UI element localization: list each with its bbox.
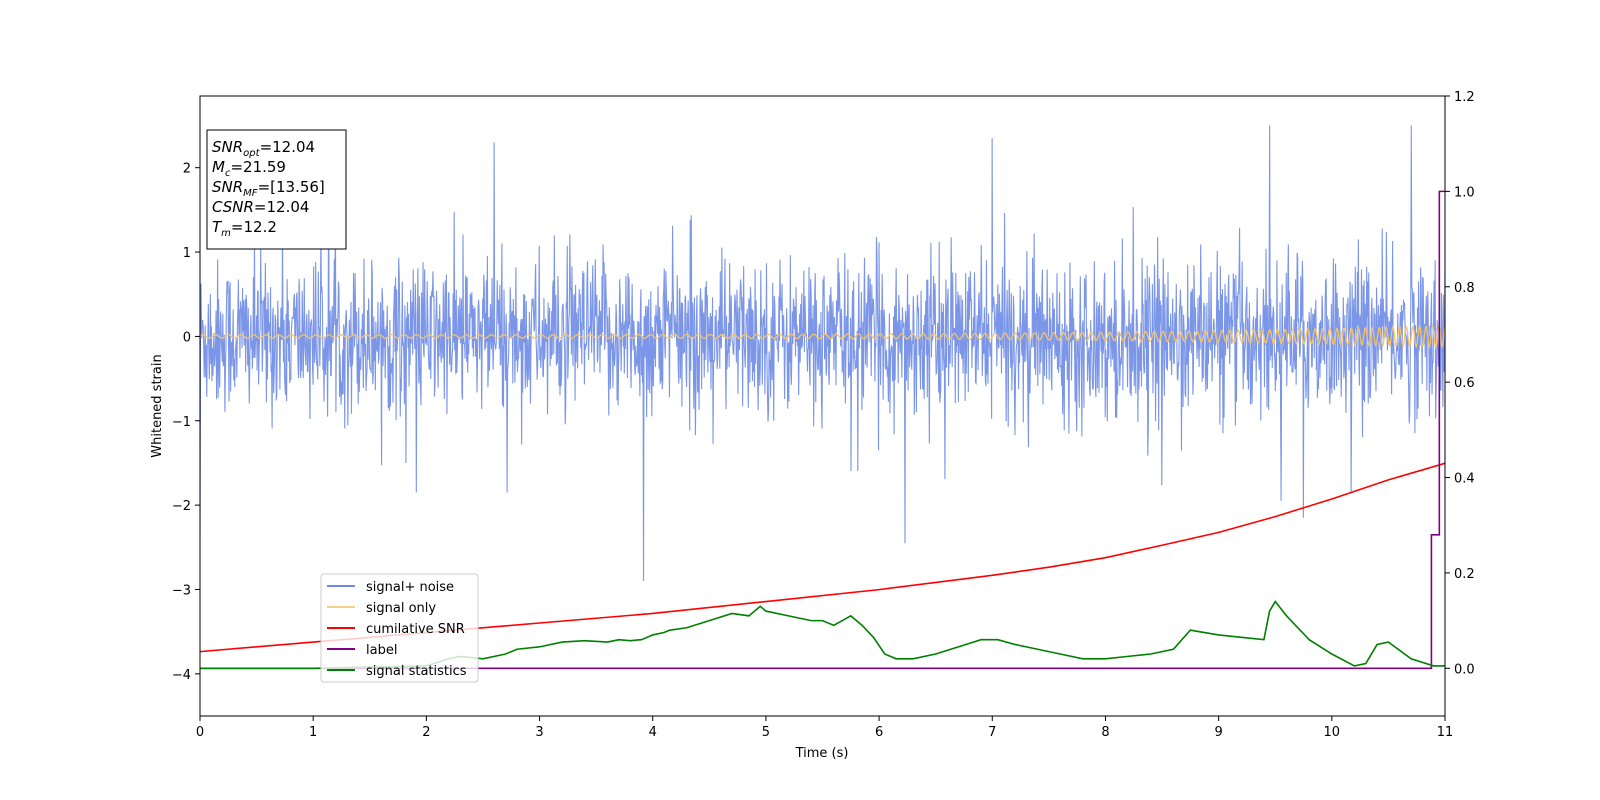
legend: signal+ noise signal only cumilative SNR la…	[320, 573, 479, 683]
y-tick-label: −4	[172, 668, 191, 683]
x-tick-label: 4	[649, 725, 657, 740]
legend-label: signal only	[366, 601, 436, 616]
series-line-signal-statistics	[200, 600, 1445, 670]
legend-label: label	[366, 643, 397, 658]
y2-tick-label: 1.0	[1454, 185, 1475, 200]
annotation-line: SNRMF=[13.56]	[212, 178, 325, 199]
y-tick-label: −1	[172, 415, 191, 430]
y-tick-label: 1	[183, 246, 191, 261]
y-tick-label: 2	[183, 162, 191, 177]
series-line-signal-noise	[200, 125, 1445, 582]
annotation-line: SNRopt=12.04	[212, 138, 315, 159]
x-tick-label: 1	[309, 725, 317, 740]
x-tick-label: 0	[196, 725, 204, 740]
x-axis-ticks: 0 1 2 3 4 5 6 7 8 9 10 11	[196, 716, 1453, 740]
y-tick-label: 0	[183, 330, 191, 345]
series-layer	[200, 125, 1445, 670]
annotation-line: CSNR=12.04	[212, 198, 309, 216]
annotation-line: Mc=21.59	[212, 158, 286, 179]
x-tick-label: 2	[422, 725, 430, 740]
series-line-label	[200, 190, 1445, 670]
x-axis-label: Time (s)	[795, 746, 849, 761]
y-tick-label: −2	[172, 499, 191, 514]
legend-label: cumilative SNR	[366, 622, 465, 637]
plot-area	[199, 95, 1446, 717]
series-line-signal-only	[200, 323, 1445, 350]
y2-tick-label: 0.4	[1454, 472, 1475, 487]
y2-tick-label: 0.8	[1454, 281, 1475, 296]
x-tick-label: 5	[762, 725, 770, 740]
y2-tick-label: 0.6	[1454, 376, 1475, 391]
x-tick-label: 9	[1214, 725, 1222, 740]
x-tick-label: 3	[535, 725, 543, 740]
series-line-cumilative-snr	[200, 462, 1445, 653]
y2-tick-label: 0.0	[1454, 662, 1475, 677]
y-axis-ticks: −4 −3 −2 −1 0 1 2	[172, 162, 200, 683]
legend-label: signal statistics	[366, 664, 467, 679]
annotation-box: SNRopt=12.04Mc=21.59SNRMF=[13.56]CSNR=12…	[206, 129, 347, 250]
x-tick-label: 7	[988, 725, 996, 740]
annotation-line: Tm=12.2	[212, 218, 277, 239]
y-tick-label: −3	[172, 583, 191, 598]
plot-frame	[199, 95, 1446, 717]
y2-tick-label: 1.2	[1454, 90, 1475, 105]
y2-axis-ticks: 0.0 0.2 0.4 0.6 0.8 1.0 1.2	[1445, 90, 1475, 677]
y2-tick-label: 0.2	[1454, 567, 1475, 582]
x-tick-label: 11	[1437, 725, 1454, 740]
y-axis-label: Whitened strain	[150, 354, 165, 457]
x-tick-label: 8	[1101, 725, 1109, 740]
x-tick-label: 6	[875, 725, 883, 740]
x-tick-label: 10	[1324, 725, 1341, 740]
legend-label: signal+ noise	[366, 580, 454, 595]
